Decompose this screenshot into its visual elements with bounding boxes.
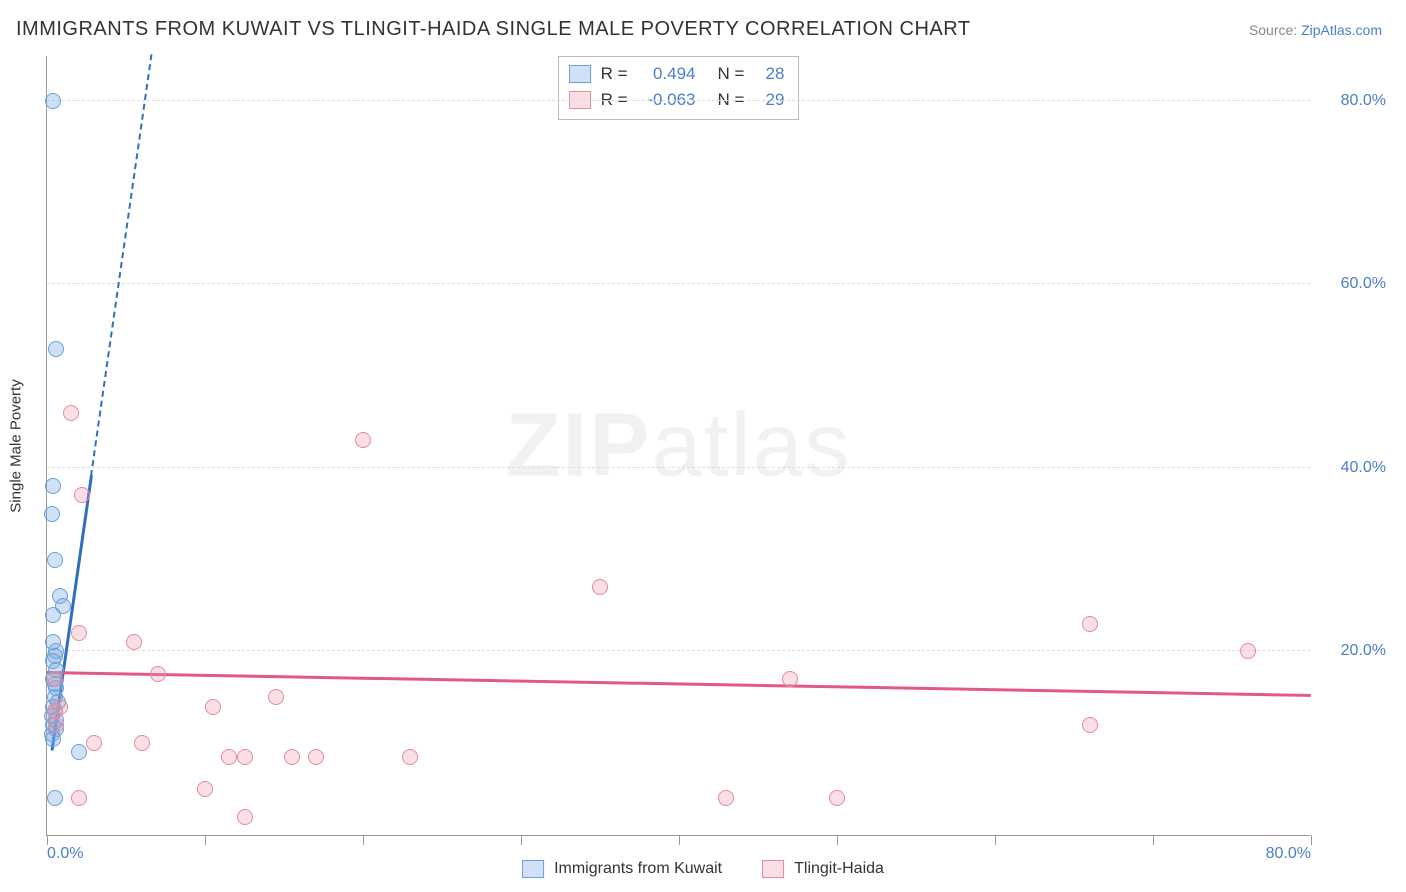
y-axis-label: Single Male Poverty — [8, 379, 25, 512]
legend-item-tlingit: Tlingit-Haida — [762, 860, 884, 878]
swatch-kuwait — [569, 65, 591, 83]
trendline-dashed-kuwait — [90, 54, 153, 476]
x-tick-mark — [995, 835, 996, 845]
y-tick-label: 60.0% — [1316, 275, 1386, 293]
x-tick-mark — [837, 835, 838, 845]
data-point-tlingit — [308, 749, 324, 765]
data-point-kuwait — [45, 478, 61, 494]
legend-label-tlingit: Tlingit-Haida — [794, 860, 884, 878]
data-point-kuwait — [44, 506, 60, 522]
correlation-stats-box: R =0.494N =28R =-0.063N =29 — [558, 56, 800, 120]
data-point-kuwait — [48, 341, 64, 357]
y-tick-label: 40.0% — [1316, 459, 1386, 477]
stats-row-kuwait: R =0.494N =28 — [569, 61, 785, 87]
data-point-tlingit — [47, 671, 63, 687]
legend-item-kuwait: Immigrants from Kuwait — [522, 860, 722, 878]
data-point-kuwait — [45, 607, 61, 623]
legend-swatch-tlingit — [762, 860, 784, 878]
data-point-tlingit — [1082, 717, 1098, 733]
data-point-tlingit — [150, 666, 166, 682]
data-point-kuwait — [45, 93, 61, 109]
data-point-kuwait — [47, 552, 63, 568]
data-point-tlingit — [1082, 616, 1098, 632]
data-point-tlingit — [284, 749, 300, 765]
data-point-tlingit — [237, 809, 253, 825]
gridline-horizontal — [47, 283, 1310, 284]
data-point-tlingit — [197, 781, 213, 797]
data-point-tlingit — [71, 625, 87, 641]
data-point-tlingit — [402, 749, 418, 765]
legend: Immigrants from Kuwait Tlingit-Haida — [522, 860, 884, 878]
data-point-tlingit — [237, 749, 253, 765]
data-point-kuwait — [71, 744, 87, 760]
data-point-tlingit — [829, 790, 845, 806]
data-point-tlingit — [134, 735, 150, 751]
y-tick-label: 80.0% — [1316, 92, 1386, 110]
data-point-tlingit — [355, 432, 371, 448]
x-tick-mark — [363, 835, 364, 845]
data-point-tlingit — [782, 671, 798, 687]
x-tick-mark — [1311, 835, 1312, 845]
source-link[interactable]: ZipAtlas.com — [1301, 22, 1382, 38]
r-value-kuwait: 0.494 — [638, 61, 696, 87]
x-tick-mark — [679, 835, 680, 845]
data-point-kuwait — [45, 731, 61, 747]
data-point-tlingit — [86, 735, 102, 751]
x-tick-mark — [47, 835, 48, 845]
x-tick-label: 80.0% — [1266, 845, 1311, 863]
chart-title: IMMIGRANTS FROM KUWAIT VS TLINGIT-HAIDA … — [16, 18, 971, 41]
legend-swatch-kuwait — [522, 860, 544, 878]
n-value-kuwait: 28 — [754, 61, 784, 87]
header: IMMIGRANTS FROM KUWAIT VS TLINGIT-HAIDA … — [0, 0, 1406, 49]
data-point-tlingit — [718, 790, 734, 806]
data-point-kuwait — [47, 790, 63, 806]
trendline-tlingit — [47, 671, 1311, 697]
chart-area: Single Male Poverty ZIPatlas R =0.494N =… — [46, 56, 1390, 836]
data-point-kuwait — [45, 634, 61, 650]
data-point-tlingit — [205, 699, 221, 715]
data-point-tlingit — [74, 487, 90, 503]
data-point-tlingit — [221, 749, 237, 765]
gridline-horizontal — [47, 467, 1310, 468]
data-point-tlingit — [126, 634, 142, 650]
data-point-tlingit — [63, 405, 79, 421]
x-tick-mark — [521, 835, 522, 845]
legend-label-kuwait: Immigrants from Kuwait — [554, 860, 722, 878]
x-tick-mark — [1153, 835, 1154, 845]
data-point-tlingit — [1240, 643, 1256, 659]
gridline-horizontal — [47, 100, 1310, 101]
data-point-tlingit — [71, 790, 87, 806]
watermark: ZIPatlas — [505, 394, 851, 497]
data-point-tlingit — [592, 579, 608, 595]
data-point-tlingit — [268, 689, 284, 705]
data-point-tlingit — [48, 717, 64, 733]
plot-region: ZIPatlas R =0.494N =28R =-0.063N =29 20.… — [46, 56, 1310, 836]
x-tick-mark — [205, 835, 206, 845]
gridline-horizontal — [47, 650, 1310, 651]
y-tick-label: 20.0% — [1316, 642, 1386, 660]
source-label: Source: ZipAtlas.com — [1249, 22, 1382, 38]
x-tick-label: 0.0% — [47, 845, 83, 863]
